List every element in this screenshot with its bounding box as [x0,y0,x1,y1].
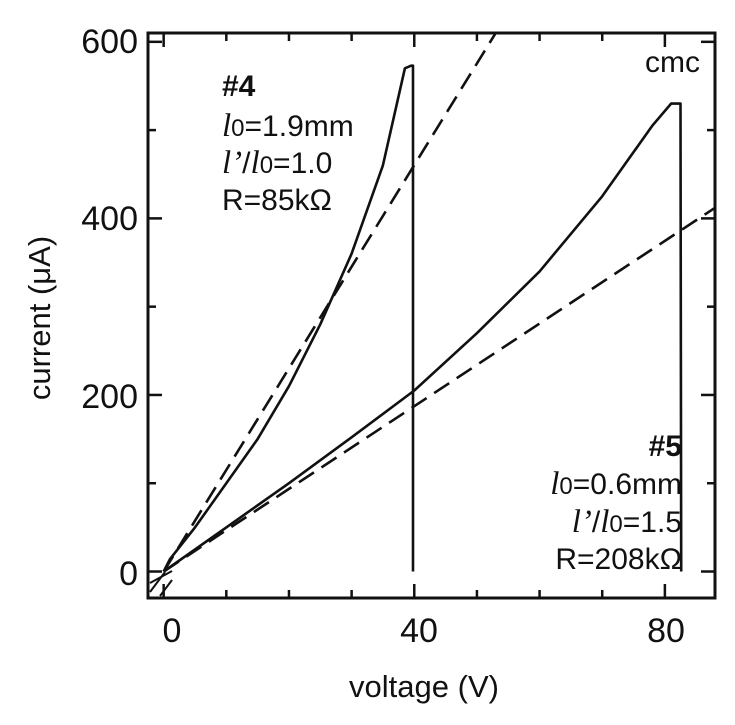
y-tick-label-400: 400 [81,200,138,238]
series-group [162,33,715,573]
x-tick-label-0: 0 [163,612,182,650]
annotation-s5-label: #5 [649,430,682,463]
annotation-s5-resistance: R=208kΩ [555,543,682,576]
y-tick-label-0: 0 [119,555,138,593]
x-tick-label-80: 80 [647,612,685,650]
series-line-s5-fit [162,206,715,573]
y-axis-title: current (μA) [22,236,57,400]
corner-label: cmc [645,46,700,79]
x-tick-labels: 0 40 80 [163,612,685,650]
y-tick-labels: 0 200 400 600 [81,23,138,593]
origin-marks [149,570,173,597]
x-axis-title: voltage (V) [349,669,499,704]
annotation-s4-ratio: l’/l0=1.0 [222,145,332,181]
series-line-s4-fit [162,33,497,573]
annotation-s4-label: #4 [222,70,256,103]
annotation-s4-resistance: R=85kΩ [222,184,332,217]
tick-marks [148,33,715,598]
y-tick-label-600: 600 [81,23,138,61]
annotation-s4-l0: l0=1.9mm [222,108,354,144]
annotation-s5: #5 l0=0.6mm l’/l0=1.5 R=208kΩ [550,430,682,576]
plot-frame [146,31,717,600]
annotation-s4: #4 l0=1.9mm l’/l0=1.0 R=85kΩ [222,70,354,217]
series-line-s4-measured [162,64,415,573]
y-tick-label-200: 200 [81,378,138,416]
annotation-s5-ratio: l’/l0=1.5 [572,504,682,540]
series-line-s5-measured [162,102,683,573]
annotation-s5-l0: l0=0.6mm [550,466,682,502]
x-tick-label-40: 40 [400,612,438,650]
